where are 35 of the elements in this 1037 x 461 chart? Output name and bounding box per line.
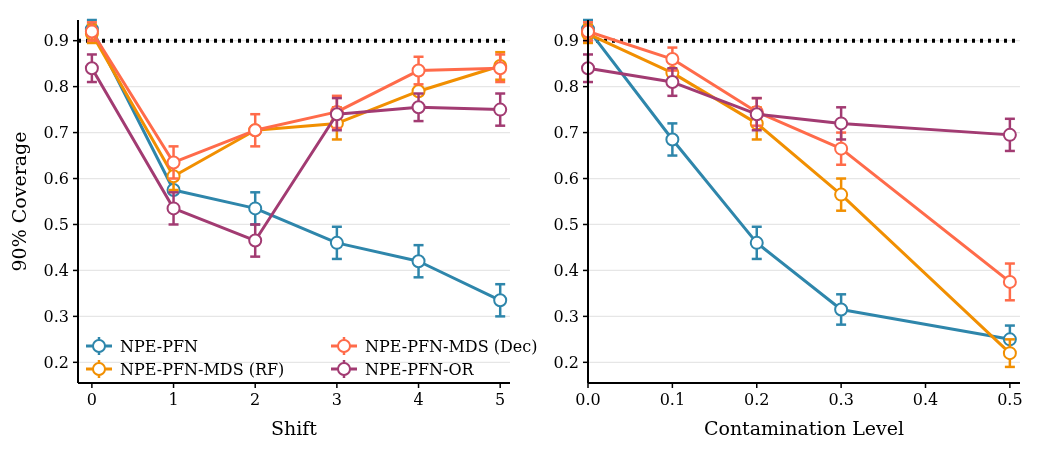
legend-label: NPE-PFN-MDS (Dec) xyxy=(365,336,538,356)
x-tick-label: 0.1 xyxy=(659,390,686,409)
y-tick-label: 0.4 xyxy=(553,261,579,281)
x-tick-label: 0.4 xyxy=(912,390,939,409)
y-tick-label: 0.9 xyxy=(553,31,579,51)
y-tick-label: 0.9 xyxy=(43,31,69,51)
y-tick-label: 0.5 xyxy=(553,215,579,235)
x-tick-label: 1 xyxy=(168,390,179,409)
x-tick-label: 3 xyxy=(331,390,342,409)
y-tick-label: 0.7 xyxy=(553,123,579,143)
y-tick-label: 0.3 xyxy=(43,306,69,326)
y-tick-label: 0.2 xyxy=(43,352,69,372)
y-tick-label: 0.6 xyxy=(43,169,69,189)
x-tick-label: 0.5 xyxy=(997,390,1023,409)
y-axis-title: 90% Coverage xyxy=(8,131,30,272)
legend-label: NPE-PFN-MDS (RF) xyxy=(120,359,285,379)
y-tick-label: 0.6 xyxy=(553,169,579,189)
x-axis-title: Contamination Level xyxy=(703,417,905,439)
x-tick-label: 0.3 xyxy=(828,390,854,409)
legend-label: NPE-PFN-OR xyxy=(365,359,475,379)
x-axis-title: Shift xyxy=(271,417,318,439)
y-tick-label: 0.7 xyxy=(43,123,69,143)
x-tick-label: 0 xyxy=(86,390,97,409)
y-tick-label: 0.4 xyxy=(43,261,69,281)
y-tick-label: 0.2 xyxy=(553,352,579,372)
x-tick-label: 4 xyxy=(413,390,424,409)
x-tick-label: 2 xyxy=(250,390,261,409)
legend-label: NPE-PFN xyxy=(120,336,199,356)
y-tick-label: 0.5 xyxy=(43,215,69,235)
y-tick-label: 0.8 xyxy=(43,77,69,97)
y-tick-label: 0.8 xyxy=(553,77,579,97)
x-tick-label: 0.0 xyxy=(575,390,601,409)
y-tick-label: 0.3 xyxy=(553,306,579,326)
x-tick-label: 0.2 xyxy=(744,390,770,409)
x-tick-label: 5 xyxy=(495,390,506,409)
